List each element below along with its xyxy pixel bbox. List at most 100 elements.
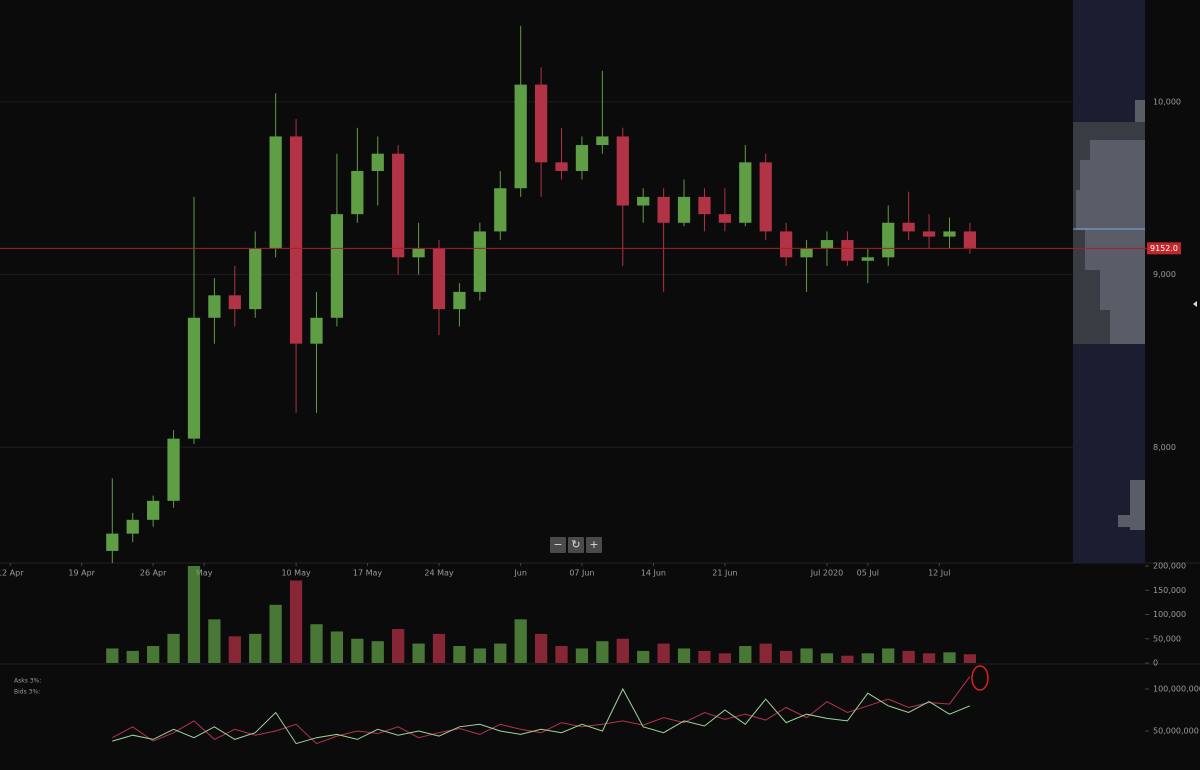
volume-bar [677,648,691,663]
volume-bar [330,631,344,663]
volume-bar [187,566,201,663]
candle-body [657,196,670,223]
volume-bar [943,652,956,663]
volume-bar [882,648,895,663]
candle-body [861,257,874,261]
volume-bar [412,643,425,663]
volume-bar [780,650,793,663]
candle-body [453,291,466,310]
collapse-arrow[interactable] [1193,301,1197,307]
candle-body [596,136,609,146]
volume-bar [800,648,813,663]
candle-body [269,136,282,249]
x-tick-label: 10 May [281,569,311,578]
candle-body [514,84,527,189]
candle-body [289,136,303,344]
last-price-label: 9152.0 [1150,244,1178,253]
volume-bar [208,619,221,663]
x-tick-label: 12 Apr [0,569,24,578]
volume-bar [575,648,589,663]
volume-bar [310,624,323,663]
zoom-out-button[interactable]: − [550,537,566,553]
candle-body [187,317,201,439]
depth-line [112,676,971,745]
candle-body [780,231,793,258]
volume-bar [718,653,732,663]
y-tick-label: 50,000,000 [1153,727,1199,736]
candle-body [167,438,180,501]
candle-body [943,231,956,237]
candle-body [106,533,119,551]
candle-body [882,222,895,258]
y-tick-label: 10,000 [1153,97,1181,106]
volume-bar [596,641,609,663]
candle-body [126,519,139,534]
volume-bar [167,633,180,663]
candle-body [637,196,650,206]
volume-bar [637,650,650,663]
volume-bar [494,643,507,663]
volume-bar [269,604,282,663]
reset-button[interactable]: ↻ [568,537,584,553]
candle-body [330,214,344,318]
x-tick-label: 26 Apr [140,569,167,578]
volume-bar [392,629,405,663]
x-tick-label: Jun [513,569,527,578]
y-tick-label: 100,000 [1153,610,1186,619]
x-tick-label: 14 Jun [641,569,666,578]
candle-body [677,196,691,223]
volume-bar [820,653,834,663]
candle-body [392,153,405,258]
volume-bar [228,636,241,663]
last-price-tag [1147,242,1181,255]
x-tick-label: May [196,569,213,578]
candle-body [534,84,548,163]
candle-body [473,231,486,292]
candle-body [494,188,507,232]
volume-bar [453,646,466,663]
volume-bar [759,643,772,663]
candle-body [922,231,936,237]
x-tick-label: 07 Jun [569,569,594,578]
candle-body [412,248,425,258]
candle-body [351,170,364,215]
candle-body [902,222,915,232]
volume-bar [351,638,364,663]
candle-body [800,248,813,258]
y-tick-label: 9,000 [1153,270,1176,279]
y-tick-label: 200,000 [1153,562,1186,571]
legend-label: Bids 3%: [14,689,40,696]
candle-body [698,196,711,215]
candle-body [963,231,977,249]
x-tick-label: 19 Apr [68,569,95,578]
candle-body [739,162,752,223]
volume-bar [371,641,384,663]
volume-bar [126,650,139,663]
candle-body [820,240,834,249]
volume-bar [289,580,303,663]
volume-bar [514,619,527,663]
y-tick-label: 150,000 [1153,586,1186,595]
x-tick-label: 21 Jun [712,569,737,578]
volume-bar [432,633,446,663]
volume-bar [922,653,936,663]
candle-body [555,162,568,171]
volume-bar [657,643,670,663]
volume-bar [861,653,874,663]
zoom-in-button[interactable]: + [586,537,602,553]
volume-bar [555,646,568,663]
volume-bar [249,633,262,663]
candle-body [432,248,446,310]
candle-body [575,145,589,171]
y-tick-label: 50,000 [1153,634,1181,643]
volume-bar [963,654,977,663]
x-tick-label: 17 May [353,569,383,578]
x-tick-label: 05 Jul [857,569,879,578]
volume-bar [739,646,752,663]
volume-bar [534,633,548,663]
candle-body [249,248,262,310]
x-tick-label: 24 May [424,569,454,578]
candle-body [759,162,772,232]
